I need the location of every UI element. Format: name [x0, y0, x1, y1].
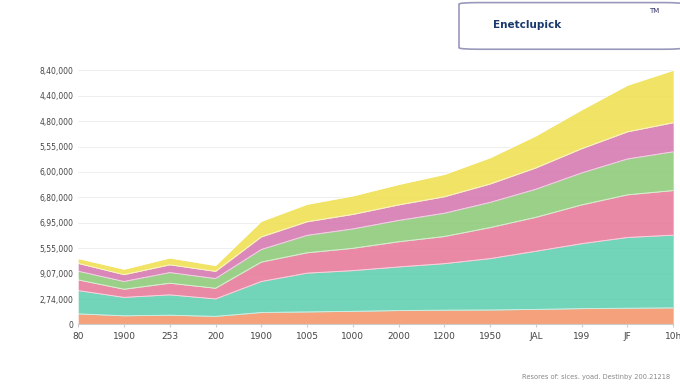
- Text: Enetclupick: Enetclupick: [493, 20, 561, 30]
- Text: TM: TM: [649, 8, 660, 15]
- Text: Resores of: slces. yoad. Destinby 200.21218: Resores of: slces. yoad. Destinby 200.21…: [522, 374, 670, 380]
- Text: AP 2025: AP 2025: [10, 14, 139, 42]
- FancyBboxPatch shape: [459, 3, 680, 49]
